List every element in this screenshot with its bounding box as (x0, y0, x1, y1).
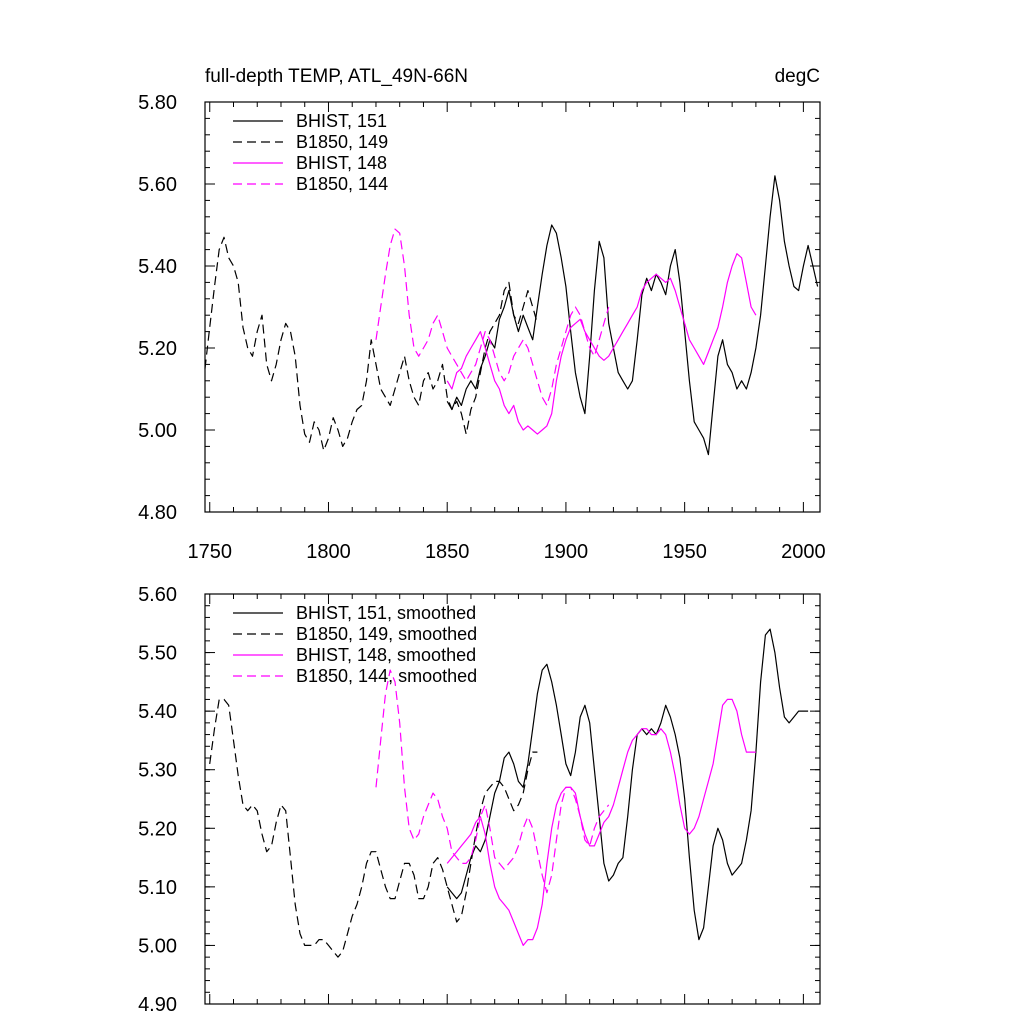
x-tick-label: 1850 (425, 541, 470, 563)
series-line (375, 669, 610, 894)
y-tick-label: 5.40 (138, 256, 177, 278)
legend-label: BHIST, 151 (296, 111, 387, 131)
y-tick-label: 5.10 (138, 877, 177, 899)
legend-label: B1850, 149 (296, 132, 388, 152)
y-tick-label: 5.50 (138, 643, 177, 665)
series-line (375, 228, 610, 406)
series-line (446, 175, 819, 456)
series-line (446, 628, 809, 941)
y-tick-label: 5.20 (138, 338, 177, 360)
y-tick-label: 5.80 (138, 92, 177, 114)
bottom-panel: 4.90 5.00 5.10 5.20 5.30 5.40 5.50 5.60 BHIST, 1… (138, 584, 821, 1016)
x-tick-label: 1800 (306, 541, 351, 563)
x-tick-label: 1750 (187, 541, 232, 563)
x-tick-label: 1900 (544, 541, 589, 563)
series-line (209, 698, 538, 958)
x-tick-label: 1950 (662, 541, 707, 563)
y-tick-label: 5.20 (138, 818, 177, 840)
x-tick-label: 2000 (781, 541, 826, 563)
y-tick-label: 5.00 (138, 420, 177, 442)
legend-label: B1850, 149, smoothed (296, 624, 477, 644)
legend-label: BHIST, 148 (296, 153, 387, 173)
series-line (204, 236, 538, 452)
y-tick-label: 5.60 (138, 584, 177, 606)
series-line (446, 253, 757, 435)
legend-label: BHIST, 151, smoothed (296, 603, 476, 623)
plot-frame (204, 593, 821, 1005)
y-tick-label: 5.30 (138, 760, 177, 782)
y-tick-label: 4.80 (138, 502, 177, 524)
legend-label: B1850, 144 (296, 174, 388, 194)
y-tick-label: 5.00 (138, 935, 177, 957)
legend-label: B1850, 144, smoothed (296, 666, 477, 686)
y-tick-label: 4.90 (138, 994, 177, 1016)
y-tick-label: 5.40 (138, 701, 177, 723)
top-panel: 4.80 5.00 5.20 5.40 5.60 5.80 1750 1800 1850 1900… (138, 92, 826, 563)
plot-frame (204, 101, 821, 513)
chart-title: full-depth TEMP, ATL_49N-66N (205, 66, 468, 87)
legend-label: BHIST, 148, smoothed (296, 645, 476, 665)
y-tick-label: 5.60 (138, 174, 177, 196)
units-label: degC (775, 66, 820, 87)
series-line (446, 698, 756, 947)
